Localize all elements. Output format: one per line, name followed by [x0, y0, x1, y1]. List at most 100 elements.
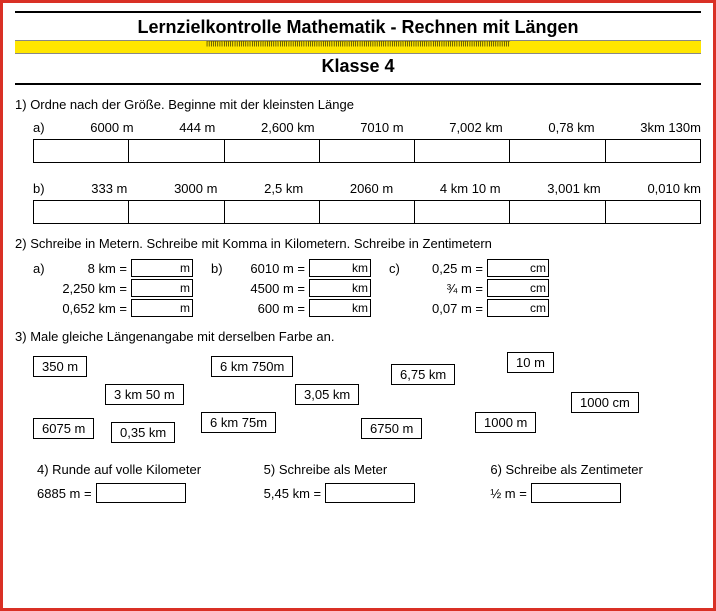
- answer-box[interactable]: [325, 483, 415, 503]
- q6-title: 6) Schreibe als Zentimeter: [490, 462, 701, 477]
- q5-line: 5,45 km =: [264, 483, 475, 503]
- answer-box[interactable]: m: [131, 299, 193, 317]
- q2-columns: a) 8 km = m 2,250 km = m 0,652 km = m b): [33, 259, 701, 317]
- answer-box[interactable]: [96, 483, 186, 503]
- answer-cell[interactable]: [606, 201, 700, 223]
- question-3: 3) Male gleiche Längenangabe mit derselb…: [15, 329, 701, 452]
- q1a-label: a): [33, 120, 45, 135]
- answer-box[interactable]: km: [309, 299, 371, 317]
- length-tag[interactable]: 1000 cm: [571, 392, 639, 413]
- q2-lhs: ¾ m =: [411, 281, 483, 296]
- q6-line: ½ m =: [490, 483, 701, 503]
- q2-lhs: 8 km =: [55, 261, 127, 276]
- q1a-answer-row[interactable]: [33, 139, 701, 163]
- ruler-graphic: |'|'|'|'|'|'|'|'|'|'|'|'|'|'|'|'|'|'|'|'…: [15, 40, 701, 54]
- question-1: 1) Ordne nach der Größe. Beginne mit der…: [15, 97, 701, 224]
- answer-cell[interactable]: [34, 201, 129, 223]
- length-tag[interactable]: 6 km 750m: [211, 356, 293, 377]
- answer-cell[interactable]: [606, 140, 700, 162]
- q1b-item: 333 m: [91, 181, 127, 196]
- answer-cell[interactable]: [415, 201, 510, 223]
- q2-lhs: 600 m =: [233, 301, 305, 316]
- q2-text: Schreibe in Metern. Schreibe mit Komma i…: [30, 236, 492, 251]
- answer-box[interactable]: [531, 483, 621, 503]
- q2-lhs: 4500 m =: [233, 281, 305, 296]
- answer-cell[interactable]: [510, 140, 605, 162]
- q1a-item: 3km 130m: [640, 120, 701, 135]
- q1b-item: 2,5 km: [264, 181, 303, 196]
- answer-box[interactable]: cm: [487, 279, 549, 297]
- q1b-item: 3,001 km: [547, 181, 600, 196]
- q2c-label: c): [389, 261, 407, 276]
- q2-row: b) 6010 m = km: [211, 259, 371, 277]
- answer-box[interactable]: cm: [487, 299, 549, 317]
- answer-cell[interactable]: [415, 140, 510, 162]
- q1b-item: 0,010 km: [647, 181, 700, 196]
- q5-lhs: 5,45 km =: [264, 486, 321, 501]
- question-5: 5) Schreibe als Meter 5,45 km =: [264, 458, 475, 503]
- q1b-label: b): [33, 181, 45, 196]
- q2-number: 2): [15, 236, 27, 251]
- q2-row: ¾ m = cm: [389, 279, 549, 297]
- q5-title: 5) Schreibe als Meter: [264, 462, 475, 477]
- length-tag[interactable]: 6,75 km: [391, 364, 455, 385]
- q2-lhs: 6010 m =: [233, 261, 305, 276]
- q2-lhs: 0,652 km =: [55, 301, 127, 316]
- answer-cell[interactable]: [34, 140, 129, 162]
- q1b-item: 3000 m: [174, 181, 217, 196]
- length-tag[interactable]: 6075 m: [33, 418, 94, 439]
- answer-box[interactable]: m: [131, 279, 193, 297]
- q1-prompt: 1) Ordne nach der Größe. Beginne mit der…: [15, 97, 701, 112]
- q1a-item: 6000 m: [90, 120, 133, 135]
- q2-lhs: 0,07 m =: [411, 301, 483, 316]
- length-tag[interactable]: 10 m: [507, 352, 554, 373]
- length-tag[interactable]: 1000 m: [475, 412, 536, 433]
- q2b-label: b): [211, 261, 229, 276]
- questions-4-5-6: 4) Runde auf volle Kilometer 6885 m = 5)…: [37, 458, 701, 503]
- answer-cell[interactable]: [320, 201, 415, 223]
- answer-cell[interactable]: [225, 140, 320, 162]
- page-title: Lernzielkontrolle Mathematik - Rechnen m…: [15, 17, 701, 38]
- q2-row: 0,652 km = m: [33, 299, 193, 317]
- q2-row: 0,07 m = cm: [389, 299, 549, 317]
- length-tag[interactable]: 350 m: [33, 356, 87, 377]
- q2-lhs: 2,250 km =: [55, 281, 127, 296]
- q2-row: 600 m = km: [211, 299, 371, 317]
- worksheet-page: Lernzielkontrolle Mathematik - Rechnen m…: [0, 0, 716, 611]
- answer-box[interactable]: cm: [487, 259, 549, 277]
- answer-cell[interactable]: [129, 140, 224, 162]
- q1-number: 1): [15, 97, 27, 112]
- length-tag[interactable]: 0,35 km: [111, 422, 175, 443]
- answer-box[interactable]: km: [309, 259, 371, 277]
- q2-prompt: 2) Schreibe in Metern. Schreibe mit Komm…: [15, 236, 701, 251]
- question-6: 6) Schreibe als Zentimeter ½ m =: [490, 458, 701, 503]
- answer-cell[interactable]: [129, 201, 224, 223]
- answer-cell[interactable]: [320, 140, 415, 162]
- q2-col-a: a) 8 km = m 2,250 km = m 0,652 km = m: [33, 259, 193, 317]
- q4-line: 6885 m =: [37, 483, 248, 503]
- q1a-values: a) 6000 m 444 m 2,600 km 7010 m 7,002 km…: [33, 120, 701, 135]
- q2a-label: a): [33, 261, 51, 276]
- q3-number: 3): [15, 329, 27, 344]
- length-tag[interactable]: 3,05 km: [295, 384, 359, 405]
- q2-lhs: 0,25 m =: [411, 261, 483, 276]
- q2-col-c: c) 0,25 m = cm ¾ m = cm 0,07 m = cm: [389, 259, 549, 317]
- page-subtitle: Klasse 4: [15, 56, 701, 77]
- length-tag[interactable]: 3 km 50 m: [105, 384, 184, 405]
- q4-title: 4) Runde auf volle Kilometer: [37, 462, 248, 477]
- q1b-answer-row[interactable]: [33, 200, 701, 224]
- length-tag[interactable]: 6 km 75m: [201, 412, 276, 433]
- q1a-item: 2,600 km: [261, 120, 314, 135]
- q1b-item: 4 km 10 m: [440, 181, 501, 196]
- q1a-item: 444 m: [179, 120, 215, 135]
- q3-tag-area: 350 m 3 km 50 m 6 km 750m3,05 km 6,75 km 10 …: [33, 352, 701, 452]
- q2-row: a) 8 km = m: [33, 259, 193, 277]
- answer-box[interactable]: m: [131, 259, 193, 277]
- q2-row: c) 0,25 m = cm: [389, 259, 549, 277]
- length-tag[interactable]: 6750 m: [361, 418, 422, 439]
- answer-box[interactable]: km: [309, 279, 371, 297]
- answer-cell[interactable]: [225, 201, 320, 223]
- q1a-item: 7,002 km: [449, 120, 502, 135]
- q3-text: Male gleiche Längenangabe mit derselben …: [30, 329, 334, 344]
- answer-cell[interactable]: [510, 201, 605, 223]
